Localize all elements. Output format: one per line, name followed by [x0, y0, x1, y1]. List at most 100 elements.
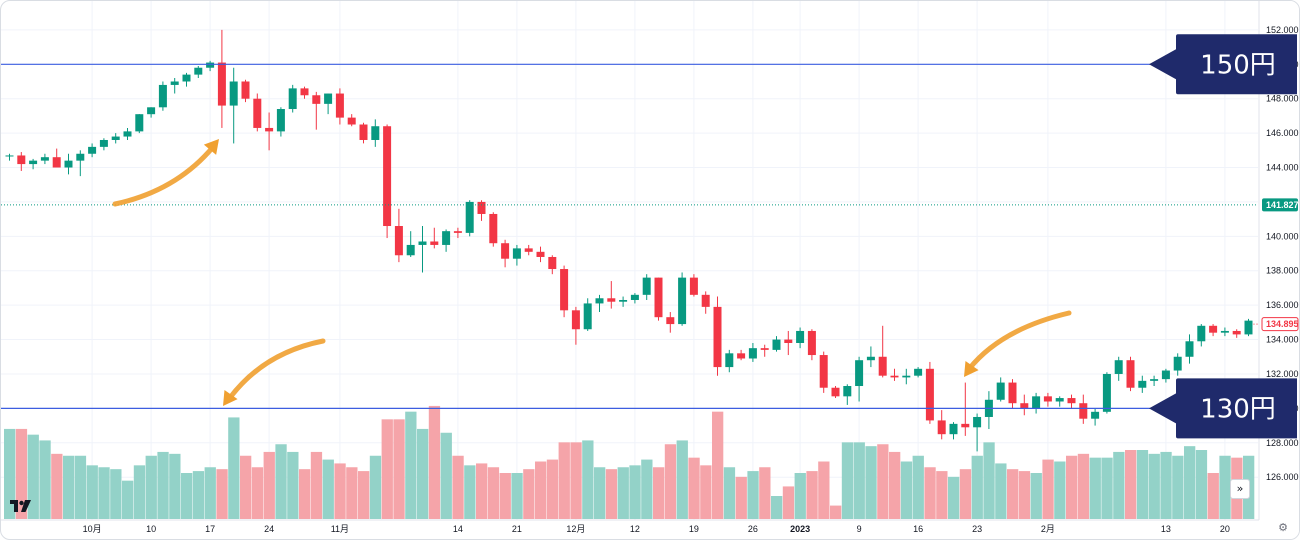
candle-body[interactable]	[359, 124, 368, 140]
candle-body[interactable]	[678, 277, 687, 325]
candle-body[interactable]	[265, 127, 274, 132]
candle-body[interactable]	[796, 330, 805, 343]
candle-body[interactable]	[571, 310, 580, 330]
candle-body[interactable]	[194, 67, 203, 75]
candle-body[interactable]	[819, 355, 828, 388]
candle-body[interactable]	[99, 139, 108, 147]
candle-body[interactable]	[666, 317, 675, 325]
candle-body[interactable]	[1020, 403, 1029, 409]
candle-body[interactable]	[607, 298, 616, 302]
candle-body[interactable]	[1161, 370, 1170, 380]
candle-body[interactable]	[40, 157, 49, 161]
candle-body[interactable]	[206, 62, 215, 68]
candle-body[interactable]	[1232, 330, 1241, 335]
candle-body[interactable]	[619, 299, 628, 302]
candle-body[interactable]	[654, 277, 663, 318]
candle-body[interactable]	[88, 146, 97, 154]
candle-body[interactable]	[1043, 396, 1052, 402]
candle-body[interactable]	[1102, 373, 1111, 412]
candle-body[interactable]	[1067, 398, 1076, 404]
candle-body[interactable]	[748, 348, 757, 359]
candle-body[interactable]	[5, 155, 14, 157]
candle-body[interactable]	[937, 420, 946, 435]
candle-body[interactable]	[111, 136, 120, 140]
candle-body[interactable]	[772, 339, 781, 350]
candle-body[interactable]	[536, 251, 545, 257]
candle-body[interactable]	[949, 423, 958, 435]
candle-body[interactable]	[29, 160, 38, 165]
candle-body[interactable]	[855, 360, 864, 387]
candle-body[interactable]	[418, 241, 427, 245]
tradingview-logo-icon[interactable]	[9, 498, 33, 514]
candle-body[interactable]	[371, 126, 380, 140]
candle-body[interactable]	[335, 93, 344, 118]
candle-body[interactable]	[1032, 396, 1041, 409]
candle-body[interactable]	[147, 107, 156, 115]
candle-body[interactable]	[501, 243, 510, 259]
candle-body[interactable]	[217, 62, 226, 106]
candle-body[interactable]	[1185, 341, 1194, 357]
candle-body[interactable]	[725, 353, 734, 368]
candle-body[interactable]	[1114, 360, 1123, 374]
candle-body[interactable]	[430, 241, 439, 245]
candle-body[interactable]	[1209, 325, 1218, 333]
candle-body[interactable]	[1126, 360, 1135, 388]
candle-body[interactable]	[1150, 379, 1159, 381]
candle-body[interactable]	[807, 330, 816, 356]
candle-body[interactable]	[1091, 411, 1100, 419]
candle-body[interactable]	[689, 277, 698, 295]
candle-body[interactable]	[1197, 325, 1206, 342]
candle-body[interactable]	[878, 356, 887, 376]
candle-body[interactable]	[1138, 380, 1147, 388]
candle-body[interactable]	[442, 231, 451, 245]
candle-body[interactable]	[182, 74, 191, 82]
candle-body[interactable]	[784, 339, 793, 343]
candle-body[interactable]	[347, 117, 356, 125]
candle-body[interactable]	[642, 277, 651, 295]
candle-body[interactable]	[324, 93, 333, 104]
candle-body[interactable]	[135, 114, 144, 132]
candle-body[interactable]	[560, 269, 569, 311]
candle-body[interactable]	[831, 387, 840, 397]
candle-body[interactable]	[583, 303, 592, 330]
candle-body[interactable]	[123, 131, 132, 137]
candle-body[interactable]	[595, 298, 604, 304]
candle-body[interactable]	[902, 375, 911, 378]
candle-body[interactable]	[1244, 320, 1253, 335]
candle-body[interactable]	[1079, 403, 1088, 419]
candle-body[interactable]	[288, 88, 297, 110]
candle-body[interactable]	[1055, 398, 1064, 402]
candle-body[interactable]	[465, 201, 474, 233]
candle-body[interactable]	[406, 244, 415, 256]
candle-body[interactable]	[701, 294, 710, 307]
candle-body[interactable]	[713, 306, 722, 368]
candle-body[interactable]	[760, 348, 769, 350]
candle-body[interactable]	[996, 382, 1005, 400]
candle-body[interactable]	[843, 386, 852, 397]
settings-gear-icon[interactable]: ⚙	[1278, 521, 1288, 534]
candle-body[interactable]	[300, 88, 309, 96]
candle-body[interactable]	[158, 84, 167, 108]
candle-body[interactable]	[890, 375, 899, 378]
candle-body[interactable]	[170, 81, 179, 85]
candle-body[interactable]	[241, 81, 250, 99]
candle-body[interactable]	[1220, 330, 1229, 333]
candle-body[interactable]	[489, 213, 498, 244]
candle-body[interactable]	[524, 248, 533, 252]
candle-body[interactable]	[1008, 382, 1017, 404]
candle-body[interactable]	[453, 231, 462, 233]
candle-body[interactable]	[548, 256, 557, 270]
candle-body[interactable]	[914, 368, 923, 376]
candle-body[interactable]	[229, 81, 238, 106]
candle-body[interactable]	[866, 356, 875, 361]
candle-body[interactable]	[925, 368, 934, 421]
candle-body[interactable]	[512, 248, 521, 259]
candle-body[interactable]	[961, 423, 970, 428]
candle-body[interactable]	[383, 126, 392, 227]
candle-body[interactable]	[64, 160, 73, 168]
candle-body[interactable]	[477, 201, 486, 214]
candle-body[interactable]	[973, 416, 982, 428]
candle-body[interactable]	[17, 155, 26, 165]
candle-body[interactable]	[630, 294, 639, 300]
